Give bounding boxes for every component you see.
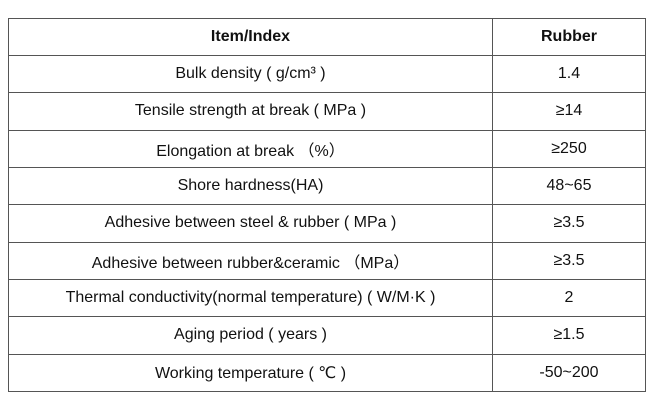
table-container: Item/Index Rubber Bulk density ( g/cm³ )…	[8, 18, 646, 393]
value-cell: ≥250	[492, 129, 646, 168]
item-cell: Adhesive between steel & rubber ( MPa )	[8, 204, 493, 243]
item-cell: Thermal conductivity(normal temperature)…	[8, 278, 493, 318]
header-cell: Item/Index	[8, 18, 493, 56]
value-cell: ≥1.5	[492, 316, 646, 355]
table-row: Tensile strength at break ( MPa ) ≥14	[8, 92, 646, 131]
item-cell: Shore hardness(HA)	[8, 166, 493, 206]
value-cell: 2	[492, 278, 646, 318]
item-cell: Working temperature ( ℃ )	[8, 353, 493, 393]
item-cell: Adhesive between rubber&ceramic （MPa）	[8, 241, 493, 280]
spec-table: Item/Index Rubber Bulk density ( g/cm³ )…	[8, 18, 646, 393]
value-cell: ≥3.5	[492, 241, 646, 280]
table-row: Shore hardness(HA) 48~65	[8, 166, 646, 206]
item-cell: Aging period ( years )	[8, 316, 493, 355]
value-cell: 1.4	[492, 54, 646, 94]
table-row: Elongation at break （%） ≥250	[8, 129, 646, 168]
value-cell: ≥3.5	[492, 204, 646, 243]
table-row: Adhesive between steel & rubber ( MPa ) ≥…	[8, 204, 646, 243]
table-row: Adhesive between rubber&ceramic （MPa） ≥3.…	[8, 241, 646, 280]
table-row: Thermal conductivity(normal temperature)…	[8, 278, 646, 318]
value-cell: 48~65	[492, 166, 646, 206]
header-cell: Rubber	[492, 18, 646, 56]
table-row: Aging period ( years ) ≥1.5	[8, 316, 646, 355]
item-cell: Tensile strength at break ( MPa )	[8, 92, 493, 131]
item-cell: Elongation at break （%）	[8, 129, 493, 168]
value-cell: ≥14	[492, 92, 646, 131]
item-cell: Bulk density ( g/cm³ )	[8, 54, 493, 94]
value-cell: -50~200	[492, 353, 646, 393]
header-row: Item/Index Rubber	[8, 18, 646, 56]
table-row: Bulk density ( g/cm³ ) 1.4	[8, 54, 646, 94]
table-row: Working temperature ( ℃ ) -50~200	[8, 353, 646, 393]
